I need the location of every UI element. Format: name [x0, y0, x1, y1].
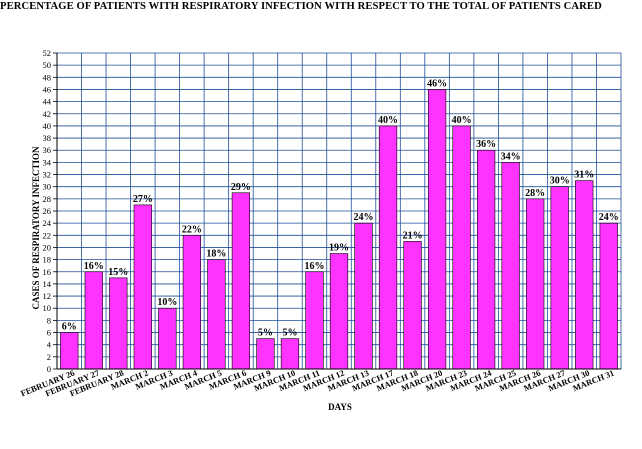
y-tick-label: 26	[43, 206, 52, 216]
y-tick-label: 50	[43, 60, 52, 70]
data-label: 46%	[427, 78, 447, 89]
bar	[427, 89, 447, 370]
y-tick-label: 2	[47, 352, 51, 362]
bar	[109, 277, 128, 370]
y-tick-label: 36	[43, 145, 52, 155]
bar	[84, 271, 103, 370]
bar	[133, 204, 152, 370]
y-tick-label: 32	[43, 170, 52, 180]
data-label: 22%	[182, 224, 202, 235]
data-label: 31%	[574, 170, 594, 181]
data-label: 27%	[133, 194, 153, 205]
bar	[403, 241, 422, 370]
data-label: 40%	[378, 115, 398, 126]
y-tick-label: 34	[43, 157, 52, 167]
y-tick-label: 8	[47, 315, 51, 325]
data-label: 34%	[501, 151, 521, 162]
y-tick-label: 48	[43, 72, 52, 82]
data-label: 15%	[108, 267, 128, 278]
y-tick-label: 46	[43, 84, 52, 94]
chart-title: PERCENTAGE OF PATIENTS WITH RESPIRATORY …	[0, 1, 602, 12]
y-tick-label: 12	[43, 291, 52, 301]
data-label: 5%	[282, 328, 297, 339]
y-tick-label: 20	[43, 242, 52, 252]
bar	[231, 192, 251, 370]
bar	[378, 125, 398, 370]
y-tick-label: 38	[43, 133, 52, 143]
bar	[60, 332, 79, 370]
bar	[280, 338, 300, 370]
data-label: 24%	[599, 212, 619, 223]
data-label: 5%	[258, 328, 273, 339]
y-tick-label: 40	[43, 121, 52, 131]
bar	[550, 186, 569, 370]
data-label: 10%	[157, 297, 177, 308]
bar	[575, 180, 594, 370]
data-label: 40%	[452, 115, 472, 126]
y-tick-label: 10	[43, 303, 52, 313]
bar	[305, 271, 324, 370]
y-tick-label: 44	[43, 97, 52, 107]
data-label: 28%	[525, 188, 545, 199]
y-tick-label: 4	[47, 340, 52, 350]
y-axis-label: CASES OF RESPIRATORY INFECTION	[31, 146, 41, 310]
bar	[452, 125, 471, 370]
data-label: 36%	[476, 139, 496, 150]
data-label: 16%	[84, 261, 104, 272]
y-tick-label: 24	[43, 218, 52, 228]
x-axis-label: DAYS	[328, 402, 352, 412]
y-tick-label: 22	[43, 230, 52, 240]
bar	[477, 149, 496, 370]
y-tick-label: 28	[43, 194, 52, 204]
bar	[256, 338, 275, 370]
y-tick-label: 14	[43, 279, 52, 289]
bar	[526, 198, 545, 370]
bar	[182, 235, 201, 370]
data-label: 16%	[304, 261, 324, 272]
bar	[354, 222, 373, 370]
bar	[599, 222, 618, 370]
data-label: 6%	[62, 322, 77, 333]
y-tick-label: 16	[43, 267, 52, 277]
data-label: 18%	[206, 249, 226, 260]
data-label: 29%	[231, 182, 251, 193]
y-tick-label: 52	[43, 48, 52, 58]
y-tick-label: 30	[43, 182, 52, 192]
y-tick-label: 0	[47, 364, 51, 374]
bar	[207, 259, 226, 370]
y-tick-label: 6	[47, 328, 51, 338]
y-tick-label: 42	[43, 109, 52, 119]
y-tick-label: 18	[43, 255, 52, 265]
data-label: 24%	[354, 212, 374, 223]
bar	[329, 253, 349, 370]
data-label: 30%	[550, 176, 570, 187]
data-label: 19%	[329, 243, 349, 254]
bar	[158, 307, 177, 370]
bar	[501, 162, 520, 370]
data-label: 21%	[403, 230, 423, 241]
